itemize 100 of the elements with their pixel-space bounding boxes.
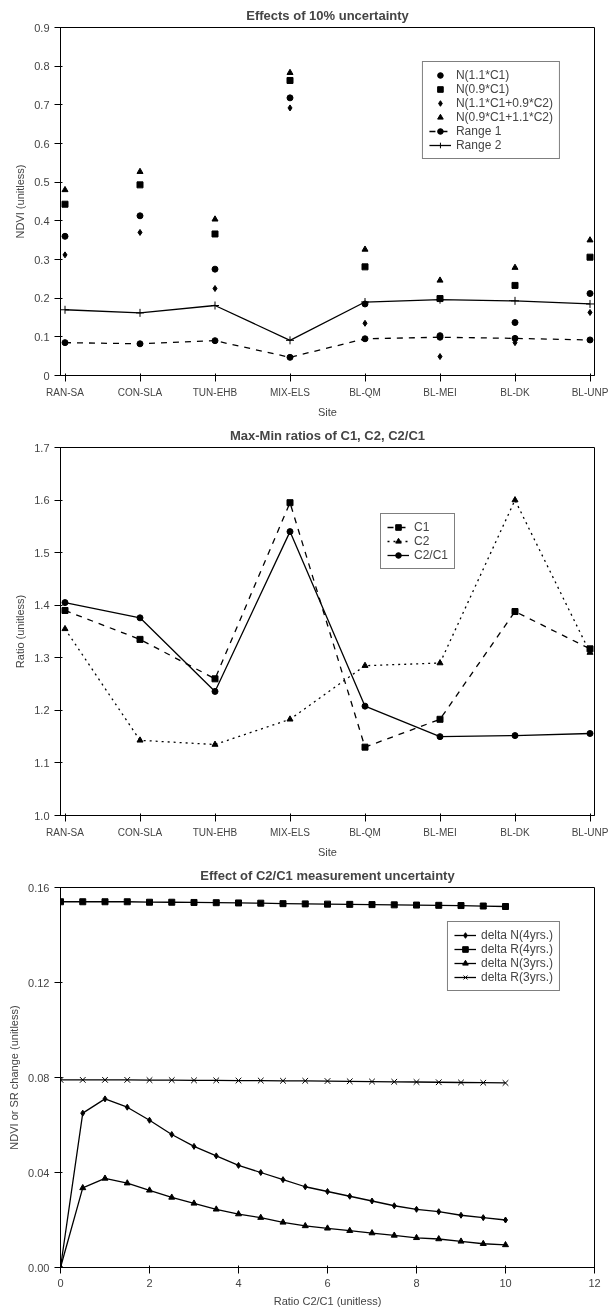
x-tick-label: 12 bbox=[588, 1276, 601, 1289]
point bbox=[79, 1076, 87, 1084]
point bbox=[390, 901, 398, 909]
y-tick-label: 0.12 bbox=[28, 976, 50, 989]
point bbox=[102, 1095, 108, 1103]
point bbox=[511, 319, 519, 327]
x-tick-label: MIX-ELS bbox=[270, 386, 311, 398]
point bbox=[479, 1079, 487, 1087]
point bbox=[511, 281, 519, 289]
y-tick-label: 1.5 bbox=[34, 546, 50, 559]
point bbox=[61, 232, 69, 240]
y-tick-label: 0.3 bbox=[34, 253, 50, 266]
x-tick-label: 2 bbox=[146, 1276, 153, 1289]
point bbox=[137, 228, 143, 236]
point bbox=[136, 635, 144, 643]
point bbox=[346, 900, 354, 908]
x-tick-label: TUN-EHB bbox=[192, 386, 238, 398]
point bbox=[211, 215, 219, 222]
point bbox=[212, 899, 220, 907]
point bbox=[369, 1197, 375, 1205]
x-tick-label: 0 bbox=[57, 1276, 64, 1289]
point bbox=[212, 1205, 220, 1212]
point bbox=[61, 339, 69, 347]
y-tick-label: 0.08 bbox=[28, 1071, 50, 1084]
x-tick-label: 6 bbox=[324, 1276, 331, 1289]
point bbox=[301, 1221, 309, 1229]
point bbox=[211, 687, 219, 695]
y-tick-label: 1.7 bbox=[34, 441, 50, 454]
point bbox=[346, 1077, 354, 1085]
point bbox=[510, 296, 520, 306]
y-tick-label: 0.9 bbox=[34, 21, 50, 34]
y-tick-label: 1.1 bbox=[34, 756, 50, 769]
point bbox=[436, 1208, 442, 1216]
x-tick-label: CON-SLA bbox=[117, 386, 163, 398]
x-tick-label: BL-MEI bbox=[423, 386, 457, 398]
point bbox=[169, 1131, 175, 1138]
point bbox=[123, 1076, 131, 1084]
point bbox=[190, 1077, 198, 1084]
legend-label: delta N(4yrs.) bbox=[480, 928, 553, 942]
point bbox=[347, 1192, 353, 1200]
point bbox=[168, 1193, 176, 1200]
y-tick-label: 1.0 bbox=[34, 809, 50, 822]
y-tick-label: 1.6 bbox=[34, 494, 50, 507]
point bbox=[413, 901, 420, 909]
point bbox=[435, 1235, 443, 1242]
x-axis-title: Site bbox=[318, 405, 337, 418]
point bbox=[190, 1199, 198, 1206]
point bbox=[257, 1213, 265, 1220]
y-axis-title: Ratio (unitless) bbox=[14, 594, 27, 669]
point bbox=[390, 1231, 398, 1238]
point bbox=[235, 1077, 242, 1084]
point bbox=[79, 898, 87, 906]
point bbox=[391, 1202, 397, 1210]
point bbox=[301, 1077, 309, 1085]
point bbox=[302, 1183, 308, 1191]
point bbox=[502, 903, 509, 910]
legend-label: C1 bbox=[414, 520, 431, 534]
point bbox=[361, 245, 369, 252]
point bbox=[123, 898, 131, 906]
point bbox=[301, 900, 309, 908]
point bbox=[191, 1142, 197, 1150]
point bbox=[210, 301, 220, 311]
x-tick-label: BL-DK bbox=[500, 826, 531, 838]
legend-label: delta R(4yrs.) bbox=[480, 942, 553, 956]
y-tick-label: 0.1 bbox=[34, 330, 50, 343]
point bbox=[586, 253, 594, 261]
point bbox=[235, 899, 242, 907]
point bbox=[511, 263, 519, 270]
x-tick-label: BL-MEI bbox=[423, 826, 457, 838]
point bbox=[457, 1079, 465, 1086]
x-tick-label: 10 bbox=[499, 1276, 512, 1289]
point bbox=[361, 335, 369, 343]
x-axis-title: Site bbox=[318, 845, 337, 858]
point bbox=[457, 1237, 465, 1244]
x-tick-label: BL-UNP bbox=[571, 826, 609, 838]
point bbox=[61, 185, 69, 193]
x-tick-label: TUN-EHB bbox=[192, 826, 238, 838]
point bbox=[511, 732, 519, 740]
point bbox=[61, 606, 69, 614]
point bbox=[211, 337, 219, 345]
y-axis-title: NDVI or SR change (unitless) bbox=[8, 1005, 21, 1150]
point bbox=[279, 900, 287, 908]
x-tick-label: 4 bbox=[235, 1276, 242, 1289]
point bbox=[437, 353, 443, 361]
point bbox=[257, 1077, 265, 1084]
point bbox=[362, 319, 368, 327]
point bbox=[413, 1233, 420, 1241]
point bbox=[101, 1076, 109, 1084]
legend-label: delta N(3yrs.) bbox=[480, 956, 553, 970]
legend-label: N(1.1*C1) bbox=[455, 68, 510, 82]
point bbox=[511, 608, 519, 616]
point bbox=[390, 1078, 398, 1086]
point bbox=[211, 265, 219, 273]
x-tick-label: BL-UNP bbox=[571, 386, 609, 398]
point bbox=[101, 898, 109, 906]
point bbox=[502, 1079, 509, 1087]
y-tick-label: 0 bbox=[43, 369, 50, 382]
y-axis-title: NDVI (unitless) bbox=[14, 164, 27, 239]
point bbox=[413, 1078, 420, 1086]
point bbox=[324, 1224, 331, 1231]
